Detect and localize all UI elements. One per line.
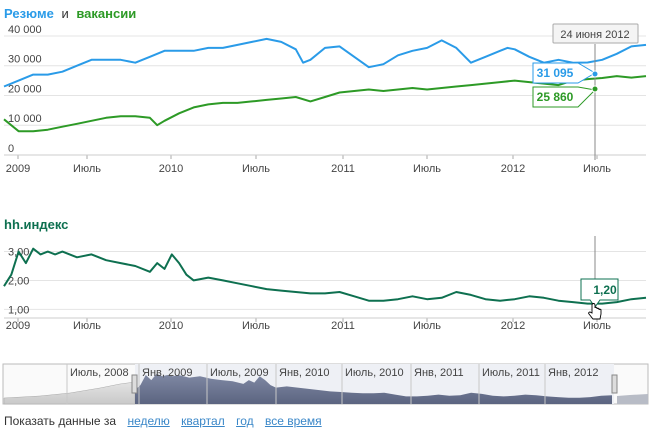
y-tick-label: 2,00	[8, 275, 29, 287]
bottom-chart-gridlines	[4, 251, 646, 310]
navigator-label: Июль, 2008	[70, 367, 129, 379]
tooltip-index: 1,20	[580, 278, 619, 308]
y-tick-label: 0	[8, 143, 14, 155]
tooltip-date: 24 июня 2012	[552, 23, 639, 44]
top-chart-title: Резюме и вакансии	[4, 6, 136, 21]
period-selector: Показать данные за неделю квартал год вс…	[4, 414, 322, 428]
navigator-label: Янв, 2010	[279, 367, 329, 379]
marker-vacancy	[591, 85, 599, 93]
navigator-label: Янв, 2009	[142, 367, 192, 379]
x-tick-label: 2009	[6, 320, 30, 332]
tooltip-resume: 31 095	[532, 62, 596, 84]
navigator-area-right	[617, 394, 648, 404]
navigator-label: Июль, 2010	[345, 367, 404, 379]
y-tick-label: 1,00	[8, 304, 29, 316]
x-tick-label: 2009	[6, 163, 30, 175]
tooltip-vacancy-value: 25 860	[537, 90, 574, 104]
navigator-label: Июль, 2011	[482, 367, 540, 379]
marker-resume	[591, 70, 599, 78]
y-tick-label: 40 000	[8, 24, 42, 36]
navigator-label: Янв, 2011	[414, 367, 464, 379]
bottom-chart-x-axis: 2009 Июль 2010 Июль 2011 Июль 2012 Июль	[4, 317, 646, 332]
x-tick-label: Июль	[413, 320, 441, 332]
hand-cursor-icon	[588, 303, 602, 320]
x-tick-label: Июль	[242, 320, 270, 332]
y-tick-label: 20 000	[8, 83, 42, 95]
x-tick-label: Июль	[413, 163, 441, 175]
period-link-year[interactable]: год	[236, 414, 254, 428]
y-tick-label: 30 000	[8, 54, 42, 66]
x-tick-label: 2012	[501, 163, 525, 175]
period-prefix: Показать данные за	[4, 414, 117, 428]
period-link-week[interactable]: неделю	[127, 414, 170, 428]
navigator-label: Июль, 2009	[210, 367, 269, 379]
tooltip-vacancy: 25 860	[532, 86, 597, 108]
navigator-labels: Июль, 2008 Янв, 2009 Июль, 2009 Янв, 2010 Ию…	[66, 364, 598, 404]
y-tick-label: 10 000	[8, 113, 42, 125]
tooltip-index-value: 1,20	[593, 283, 617, 297]
title-vacancies: вакансии	[76, 6, 136, 21]
period-link-all[interactable]: все время	[264, 414, 322, 428]
period-link-quarter[interactable]: квартал	[181, 414, 225, 428]
x-tick-label: 2012	[501, 320, 525, 332]
title-resume: Резюме	[4, 6, 54, 21]
top-chart-x-axis: 2009 Июль 2010 Июль 2011 Июль 2012 Июль	[4, 154, 646, 175]
series-line-1	[3, 247, 647, 305]
x-tick-label: 2011	[331, 320, 355, 332]
top-chart-series	[3, 37, 647, 133]
navigator[interactable]: Июль, 2008 Янв, 2009 Июль, 2009 Янв, 2010 Ию…	[2, 363, 649, 405]
x-tick-label: Июль	[583, 320, 611, 332]
navigator-area-selected	[135, 373, 612, 404]
bottom-chart-title: hh.индекс	[4, 217, 68, 232]
x-tick-label: 2010	[159, 163, 183, 175]
navigator-handle-right[interactable]	[611, 374, 618, 394]
x-tick-label: Июль	[73, 320, 101, 332]
bottom-chart-y-axis: 1,002,003,00	[8, 247, 29, 317]
series-line-1	[3, 37, 647, 88]
tooltip-resume-value: 31 095	[537, 66, 574, 80]
title-and: и	[61, 6, 68, 21]
x-tick-label: 2010	[159, 320, 183, 332]
x-tick-label: 2011	[331, 163, 355, 175]
navigator-label: Янв, 2012	[548, 367, 598, 379]
bottom-chart-series	[3, 247, 647, 305]
top-chart-y-axis: 0 10 000 20 000 30 000 40 000	[8, 24, 42, 155]
navigator-handle-left[interactable]	[131, 374, 138, 394]
x-tick-label: Июль	[583, 163, 611, 175]
x-tick-label: Июль	[73, 163, 101, 175]
x-tick-label: Июль	[242, 163, 270, 175]
tooltip-date-text: 24 июня 2012	[560, 29, 629, 41]
